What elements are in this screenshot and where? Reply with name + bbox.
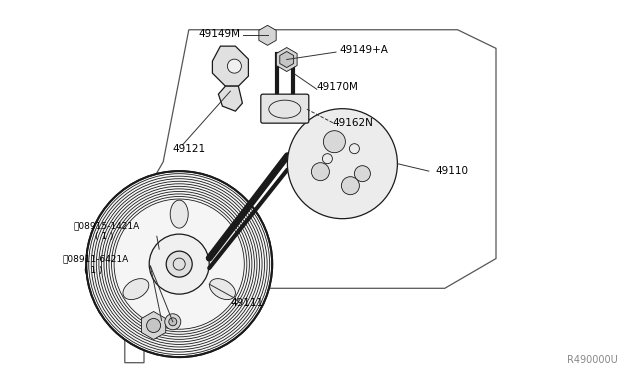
Text: 49111: 49111 — [230, 298, 264, 308]
Circle shape — [149, 234, 209, 294]
Text: R490000U: R490000U — [567, 355, 618, 365]
Text: Ⓞ08911-6421A: Ⓞ08911-6421A — [63, 255, 129, 264]
Text: 49121: 49121 — [173, 144, 206, 154]
Text: Ⓢ08915-1421A: Ⓢ08915-1421A — [74, 221, 140, 230]
Circle shape — [169, 318, 177, 326]
Text: 49149M: 49149M — [198, 29, 241, 39]
Polygon shape — [259, 25, 276, 45]
Text: 49170M: 49170M — [317, 83, 358, 92]
Polygon shape — [212, 46, 248, 86]
Text: ( 1 ): ( 1 ) — [84, 266, 103, 275]
Polygon shape — [276, 48, 297, 71]
Ellipse shape — [209, 279, 236, 299]
Circle shape — [147, 318, 161, 333]
Circle shape — [312, 163, 330, 181]
Polygon shape — [280, 51, 294, 68]
Ellipse shape — [123, 279, 149, 299]
Circle shape — [341, 177, 360, 195]
Text: ( 1 ): ( 1 ) — [95, 232, 113, 241]
Polygon shape — [218, 86, 243, 111]
Text: 49162N: 49162N — [333, 118, 374, 128]
Circle shape — [166, 251, 192, 277]
Circle shape — [355, 166, 371, 182]
Ellipse shape — [170, 200, 188, 228]
Polygon shape — [141, 311, 166, 340]
Circle shape — [165, 314, 181, 330]
Circle shape — [227, 59, 241, 73]
Text: 49149+A: 49149+A — [339, 45, 388, 55]
Circle shape — [86, 171, 272, 357]
FancyBboxPatch shape — [261, 94, 309, 123]
Circle shape — [323, 131, 346, 153]
Circle shape — [287, 109, 397, 219]
Text: 49110: 49110 — [435, 166, 468, 176]
